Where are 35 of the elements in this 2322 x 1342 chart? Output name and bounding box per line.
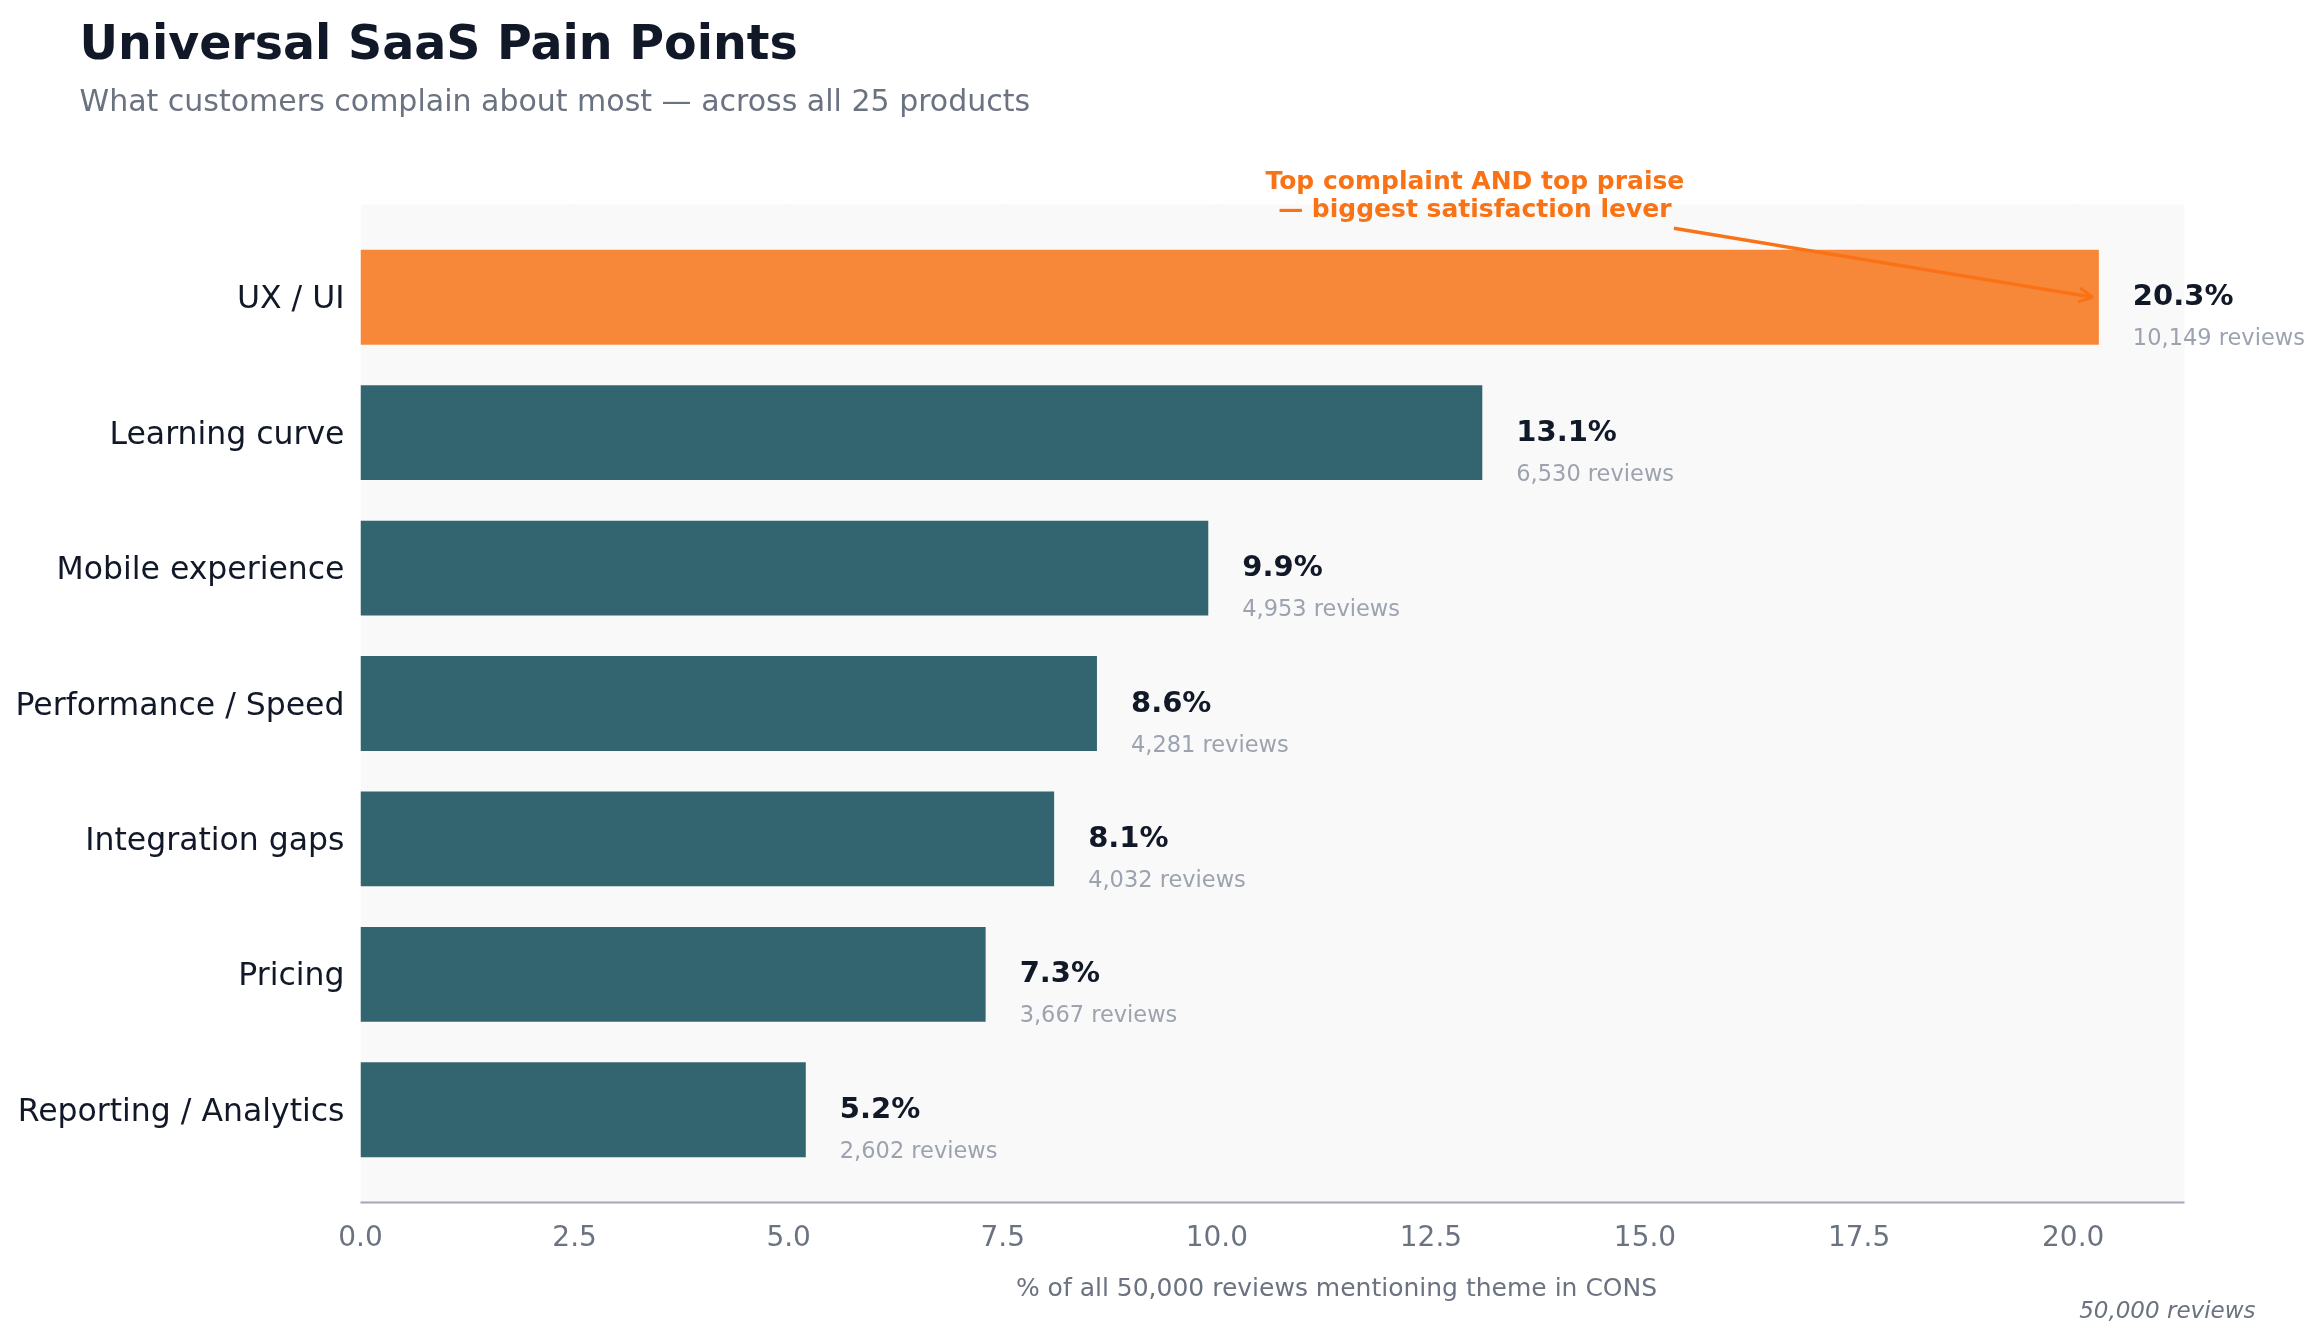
bar: [360, 656, 1097, 751]
x-tick-label: 20.0: [2042, 1219, 2105, 1253]
y-tick-label: Reporting / Analytics: [17, 1091, 345, 1128]
chart-subtitle: What customers complain about most — across all 25 products: [79, 83, 1031, 118]
x-tick-label: 15.0: [1613, 1219, 1677, 1253]
bar: [360, 249, 2099, 345]
y-tick-label: Performance / Speed: [15, 685, 345, 722]
data-label: 5.2% 2,602 reviews: [839, 1090, 998, 1163]
bar: [360, 791, 1055, 887]
bar: [360, 520, 1209, 616]
annotation: Top complaint AND top praise — biggest satisfaction lever: [1265, 165, 1685, 223]
x-tick-label: 2.5: [552, 1219, 597, 1253]
y-tick-label: Pricing: [238, 956, 345, 993]
bar: [360, 385, 1483, 481]
x-axis-title: % of all 50,000 reviews mentioning theme in CONS: [1015, 1272, 1658, 1302]
x-tick-label: 0.0: [338, 1219, 383, 1253]
data-label: 8.6% 4,281 reviews: [1130, 684, 1289, 757]
data-label: 8.1% 4,032 reviews: [1088, 819, 1246, 892]
data-label: 20.3% 10,149 reviews: [2132, 278, 2305, 351]
x-tick-label: 17.5: [1827, 1219, 1891, 1253]
bar: [360, 1062, 806, 1158]
y-tick-label: Integration gaps: [85, 820, 345, 857]
data-label: 9.9% 4,953 reviews: [1242, 549, 1400, 622]
y-tick-label: UX / UI: [236, 279, 345, 316]
x-tick-label: 5.0: [766, 1219, 811, 1253]
y-tick-label: Mobile experience: [56, 550, 345, 587]
x-tick-label: 7.5: [980, 1219, 1026, 1253]
text: 50,000 reviews: [2079, 1296, 2256, 1323]
chart-title: Universal SaaS Pain Points: [79, 15, 798, 70]
y-tick-label: Learning curve: [109, 414, 345, 451]
bar: [360, 926, 986, 1022]
x-tick-label: 12.5: [1399, 1219, 1463, 1253]
x-tick-label: 10.0: [1185, 1219, 1249, 1253]
data-label: 13.1% 6,530 reviews: [1516, 413, 1675, 486]
data-label: 7.3% 3,667 reviews: [1019, 955, 1178, 1028]
